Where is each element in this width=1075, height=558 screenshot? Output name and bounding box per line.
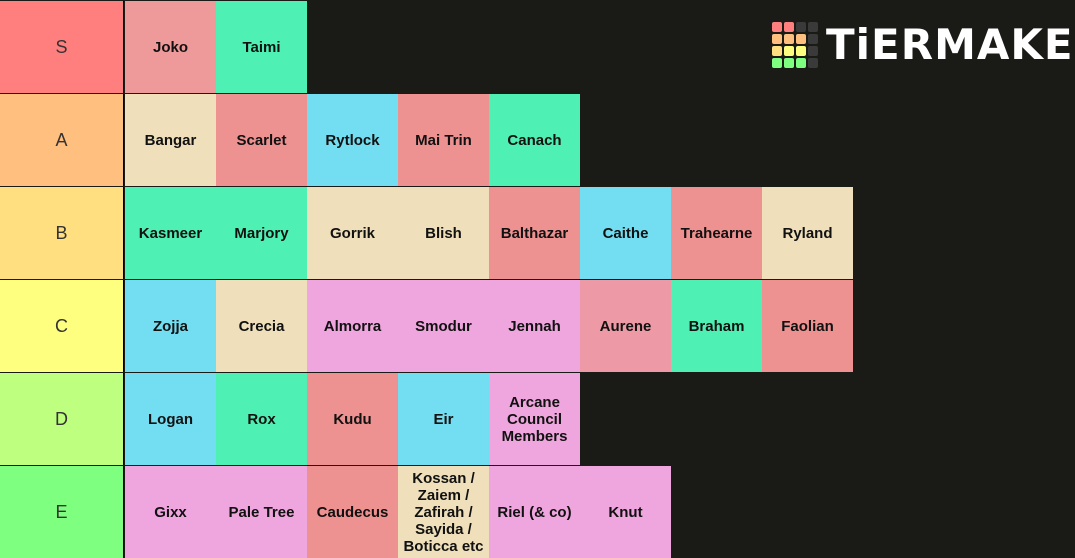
logo-grid-cell <box>784 57 794 68</box>
tier-item[interactable]: Arcane Council Members <box>489 373 580 465</box>
tier-item[interactable]: Scarlet <box>216 94 307 186</box>
tier-item[interactable]: Crecia <box>216 280 307 372</box>
tier-item[interactable]: Caithe <box>580 187 671 279</box>
tier-item[interactable]: Pale Tree <box>216 466 307 558</box>
tier-item[interactable]: Caudecus <box>307 466 398 558</box>
tier-item[interactable]: Taimi <box>216 1 307 93</box>
tier-item[interactable]: Logan <box>125 373 216 465</box>
logo-grid-cell <box>784 21 794 32</box>
tier-item[interactable]: Smodur <box>398 280 489 372</box>
tier-item[interactable]: Ryland <box>762 187 853 279</box>
tier-row-a: A Bangar Scarlet Rytlock Mai Trin Canach <box>0 94 1075 186</box>
tier-label-d: D <box>0 373 124 465</box>
tier-row-d: D Logan Rox Kudu Eir Arcane Council Memb… <box>0 373 1075 465</box>
tier-row-b: B Kasmeer Marjory Gorrik Blish Balthazar… <box>0 187 1075 279</box>
tiermaker-logo: TiERMAKER <box>772 20 1075 69</box>
tier-label-b: B <box>0 187 124 279</box>
tier-item[interactable]: Knut <box>580 466 671 558</box>
tier-items-e: Gixx Pale Tree Caudecus Kossan / Zaiem /… <box>124 466 671 558</box>
tier-item[interactable]: Bangar <box>125 94 216 186</box>
tier-items-c: Zojja Crecia Almorra Smodur Jennah Auren… <box>124 280 853 372</box>
tier-label-e: E <box>0 466 124 558</box>
tier-item[interactable]: Kudu <box>307 373 398 465</box>
tier-items-b: Kasmeer Marjory Gorrik Blish Balthazar C… <box>124 187 853 279</box>
logo-grid-cell <box>808 21 818 32</box>
logo-grid-cell <box>772 21 782 32</box>
tier-item[interactable]: Jennah <box>489 280 580 372</box>
tier-item[interactable]: Canach <box>489 94 580 186</box>
logo-grid-cell <box>784 45 794 56</box>
tier-item[interactable]: Braham <box>671 280 762 372</box>
logo-grid-cell <box>772 45 782 56</box>
logo-grid-cell <box>808 57 818 68</box>
tier-items-s: Joko Taimi <box>124 1 307 93</box>
tier-item[interactable]: Rytlock <box>307 94 398 186</box>
logo-grid-cell <box>808 45 818 56</box>
tier-row-c: C Zojja Crecia Almorra Smodur Jennah Aur… <box>0 280 1075 372</box>
tier-items-d: Logan Rox Kudu Eir Arcane Council Member… <box>124 373 580 465</box>
logo-grid-cell <box>784 33 794 44</box>
tier-row-s: S Joko Taimi <box>0 1 1075 93</box>
tier-item[interactable]: Faolian <box>762 280 853 372</box>
logo-grid-cell <box>796 45 806 56</box>
tier-item[interactable]: Rox <box>216 373 307 465</box>
tier-item[interactable]: Zojja <box>125 280 216 372</box>
tier-item[interactable]: Eir <box>398 373 489 465</box>
tier-item[interactable]: Joko <box>125 1 216 93</box>
tier-item[interactable]: Gorrik <box>307 187 398 279</box>
tier-item[interactable]: Trahearne <box>671 187 762 279</box>
logo-grid-cell <box>796 57 806 68</box>
tier-item[interactable]: Almorra <box>307 280 398 372</box>
tiermaker-wordmark: TiERMAKER <box>826 20 1075 69</box>
tiermaker-grid-icon <box>772 21 818 68</box>
tier-item[interactable]: Gixx <box>125 466 216 558</box>
tier-item[interactable]: Kasmeer <box>125 187 216 279</box>
tier-row-e: E Gixx Pale Tree Caudecus Kossan / Zaiem… <box>0 466 1075 558</box>
tier-item[interactable]: Mai Trin <box>398 94 489 186</box>
tier-item[interactable]: Marjory <box>216 187 307 279</box>
tier-item[interactable]: Blish <box>398 187 489 279</box>
logo-grid-cell <box>796 21 806 32</box>
logo-grid-cell <box>772 33 782 44</box>
tier-item[interactable]: Riel (& co) <box>489 466 580 558</box>
tier-item[interactable]: Balthazar <box>489 187 580 279</box>
tier-items-a: Bangar Scarlet Rytlock Mai Trin Canach <box>124 94 580 186</box>
tier-label-c: C <box>0 280 124 372</box>
tier-item[interactable]: Kossan / Zaiem / Zafirah / Sayida / Boti… <box>398 466 489 558</box>
tier-label-s: S <box>0 1 124 93</box>
tier-label-a: A <box>0 94 124 186</box>
logo-grid-cell <box>808 33 818 44</box>
logo-grid-cell <box>796 33 806 44</box>
logo-grid-cell <box>772 57 782 68</box>
tier-item[interactable]: Aurene <box>580 280 671 372</box>
